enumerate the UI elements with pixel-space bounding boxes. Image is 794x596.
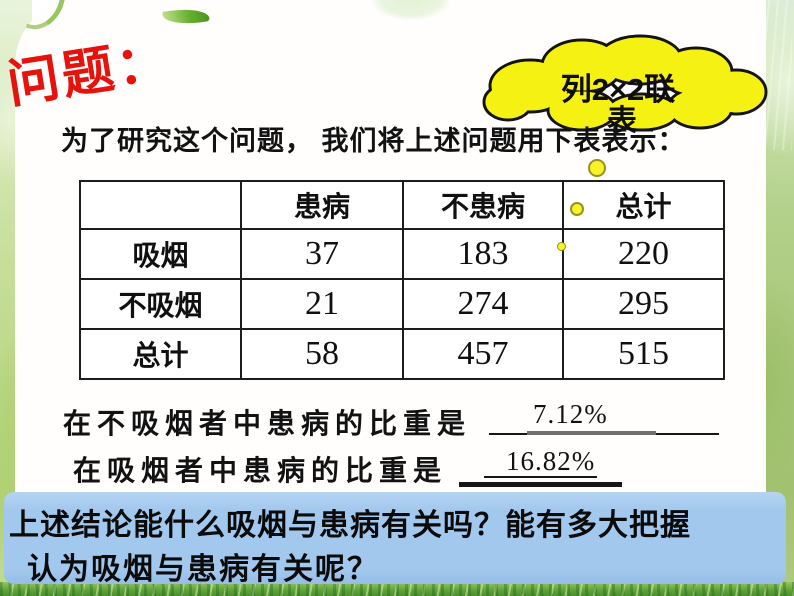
table-cell: 295	[562, 278, 725, 330]
table-cell: 58	[240, 328, 404, 380]
cloud-text-line1: 列2×2联	[560, 72, 676, 107]
table-row-total: 总计 58 457 515	[79, 328, 725, 380]
answer-nonsmoker-ratio: 7.12%	[533, 399, 608, 429]
table-cell: 457	[402, 328, 564, 380]
table-row-label: 总计	[79, 328, 242, 380]
table-row-label: 不吸烟	[79, 278, 242, 330]
question-line2: 认为吸烟与患病有关呢？	[27, 553, 379, 586]
table-cell: 37	[240, 228, 404, 280]
table-header-row: 患病 不患病 总计	[79, 180, 725, 230]
table-header-total: 总计	[562, 180, 725, 230]
answer-underline	[484, 476, 597, 478]
leaf-blob-decoration	[372, 0, 450, 20]
table-cell: 220	[562, 228, 725, 280]
table-header-diseased: 患病	[240, 180, 404, 230]
table-cell: 515	[562, 328, 725, 380]
table-cell: 183	[402, 228, 564, 280]
table-cell: 21	[240, 278, 404, 330]
answer-smoker-ratio: 16.82%	[506, 446, 596, 476]
table-cell: 274	[402, 278, 564, 330]
grass-decoration	[0, 582, 794, 596]
blank-underline	[459, 482, 622, 487]
contingency-table: 患病 不患病 总计 吸烟 37 183 220 不吸烟 21 274 295 总…	[79, 180, 725, 380]
bullet-dot-small-icon	[557, 242, 566, 251]
table-row-nonsmoker: 不吸烟 21 274 295	[79, 278, 725, 330]
cloud-shape	[482, 34, 768, 132]
question-banner: 上述结论能什么吸烟与患病有关吗？能有多大把握 认为吸烟与患病有关呢？	[4, 492, 786, 586]
table-header-not-diseased: 不患病	[402, 180, 564, 230]
question-line1: 上述结论能什么吸烟与患病有关吗？能有多大把握	[9, 509, 691, 542]
statement-smoker-ratio: 在吸烟者中患病的比重是	[73, 455, 448, 486]
cloud-callout-icon	[478, 28, 770, 132]
statement-nonsmoker-ratio: 在不吸烟者中患病的比重是	[63, 408, 472, 439]
table-row-smoker: 吸烟 37 183 220	[79, 228, 725, 280]
cloud-text-line2: 表	[607, 105, 637, 138]
intro-text: 为了研究这个问题， 我们将上述问题用下表表示：	[61, 126, 686, 156]
bullet-dot-medium-icon	[570, 202, 584, 216]
table-header-corner	[79, 180, 242, 230]
table-row-label: 吸烟	[79, 228, 242, 280]
bullet-dot-large-icon	[588, 159, 606, 177]
answer-underline	[527, 431, 656, 435]
